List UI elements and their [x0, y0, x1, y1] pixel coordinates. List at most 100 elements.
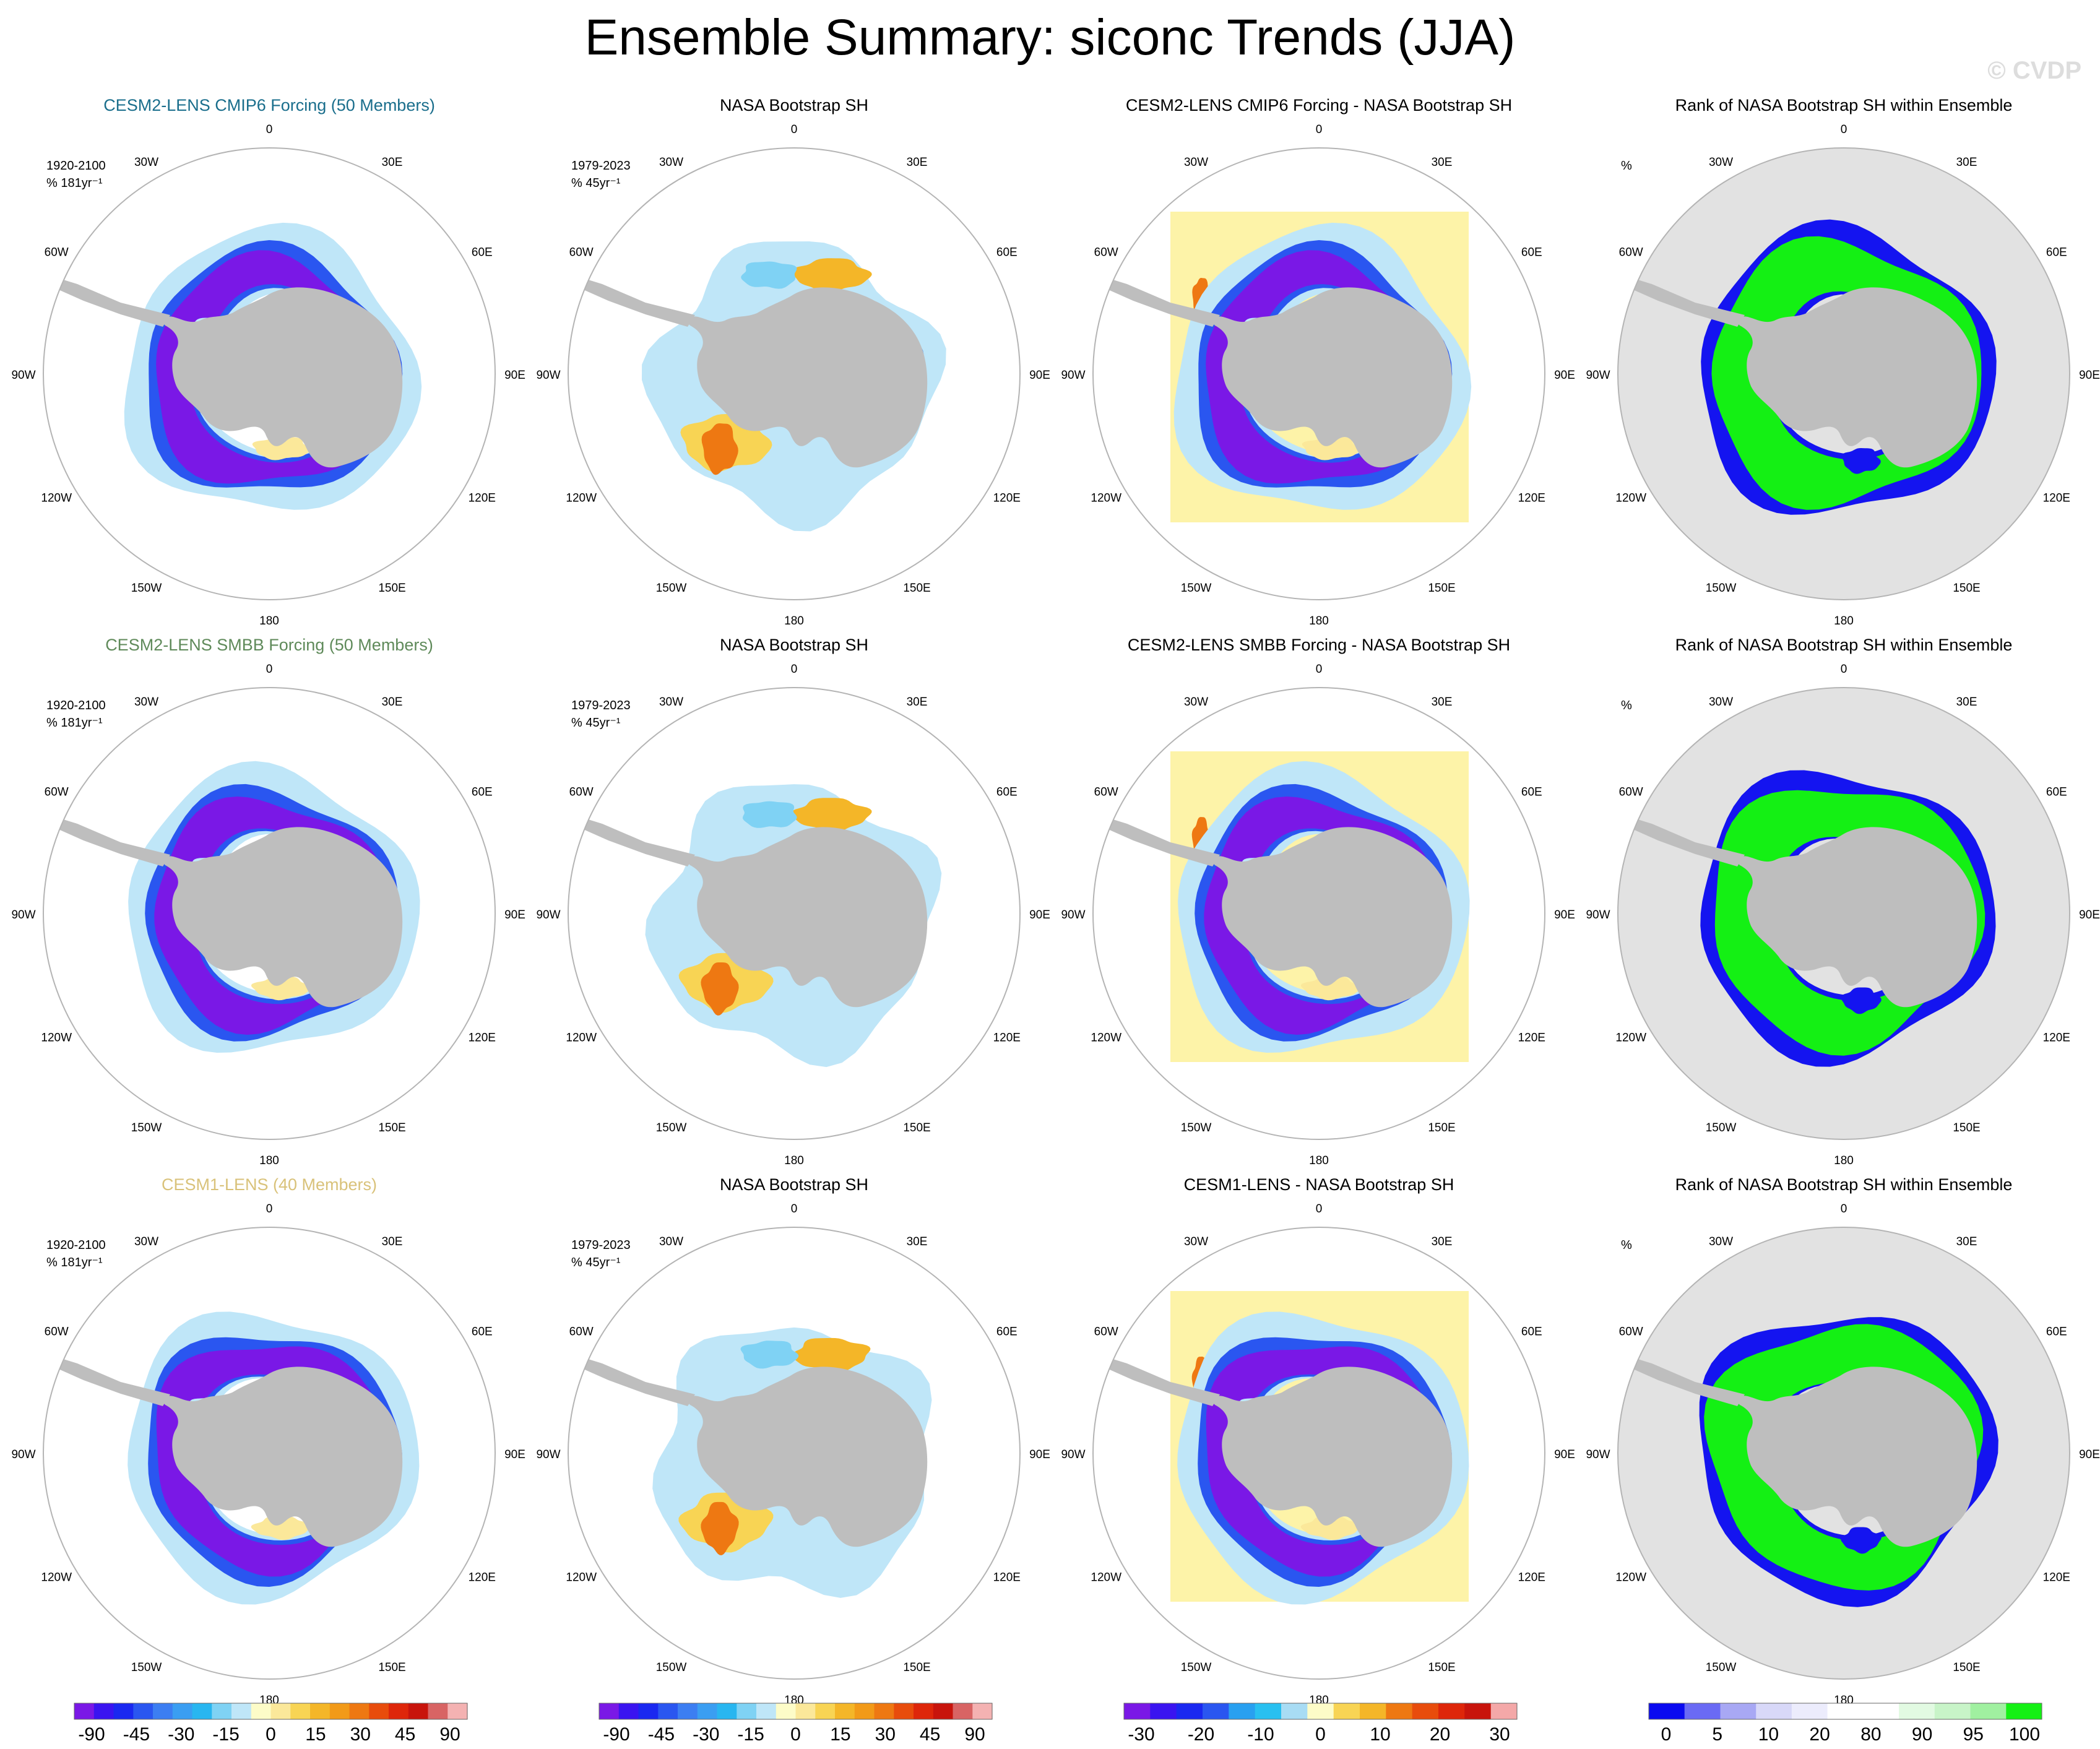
longitude-label: 0 [1841, 1203, 1847, 1216]
longitude-label: 0 [1841, 123, 1847, 136]
longitude-label: 180 [1309, 615, 1329, 628]
south-america-tip [576, 276, 695, 327]
panel-info: % [1621, 1238, 1632, 1252]
colorbar-swatch [914, 1703, 934, 1719]
longitude-label: 60E [996, 786, 1018, 799]
rank-colorbar: 0 5 10 20 80 90 95 100 [1648, 1703, 2042, 1745]
map-panel: CESM2-LENS CMIP6 Forcing (50 Members) 0 30… [11, 96, 525, 628]
longitude-label: 0 [1316, 663, 1323, 676]
colorbar-swatch [270, 1703, 291, 1719]
map-layer [1618, 1227, 2070, 1679]
longitude-label: 60E [472, 786, 493, 799]
colorbar-swatch [192, 1703, 212, 1719]
colorbar-swatch [1827, 1703, 1864, 1719]
longitude-label: 30E [907, 1235, 928, 1248]
longitude-label: 90W [1061, 909, 1085, 922]
longitude-label: 90W [11, 909, 35, 922]
panel-title: CESM2-LENS SMBB Forcing (50 Members) [105, 636, 433, 654]
colorbar-swatch [113, 1703, 134, 1719]
colorbar-swatch [618, 1703, 639, 1719]
panel-title: CESM1-LENS (40 Members) [162, 1175, 377, 1194]
colorbar-swatch [1307, 1703, 1334, 1719]
longitude-label: 90E [504, 369, 525, 382]
panel-title: Rank of NASA Bootstrap SH within Ensembl… [1675, 96, 2013, 114]
colorbar-tick-label: 90 [964, 1724, 985, 1745]
longitude-label: 90W [536, 909, 560, 922]
panel-info: % [1621, 699, 1632, 712]
longitude-label: 60E [2046, 1326, 2067, 1339]
colorbar-tick-label: -15 [737, 1724, 764, 1745]
longitude-label: 150W [1181, 1121, 1212, 1134]
longitude-label: 120E [1518, 492, 1545, 505]
colorbar-frame [1123, 1703, 1518, 1720]
panel-info: 1920-2100 [46, 1238, 106, 1252]
obs-cool-patch [740, 1341, 799, 1369]
colorbar-tick-label: 90 [439, 1724, 460, 1745]
colorbar-swatch [835, 1703, 855, 1719]
colorbar-swatch [447, 1703, 468, 1719]
longitude-label: 150E [903, 1121, 930, 1134]
map-panel: NASA Bootstrap SH 0 30E 60E 90E 120E 150E 180 15… [536, 636, 1050, 1167]
colorbar-swatch [1333, 1703, 1360, 1719]
panel-title: Rank of NASA Bootstrap SH within Ensembl… [1675, 1175, 2013, 1194]
longitude-label: 150E [1953, 1661, 1980, 1674]
longitude-label: 120E [993, 1571, 1021, 1584]
panel-info: 1979-2023 [571, 699, 631, 712]
longitude-label: 90W [1586, 1448, 1610, 1461]
map-layer [1101, 1291, 1485, 1671]
colorbar-swatch [1934, 1703, 1971, 1719]
panel-title: NASA Bootstrap SH [720, 96, 868, 114]
longitude-label: 30W [659, 156, 683, 169]
colorbar-swatch [133, 1703, 153, 1719]
colorbar-swatch [231, 1703, 252, 1719]
map-boundary [1617, 1227, 2070, 1680]
colorbar-swatch [1863, 1703, 1899, 1719]
longitude-label: 90W [1061, 369, 1085, 382]
colorbar-swatch [717, 1703, 737, 1719]
longitude-label: 180 [1834, 1154, 1854, 1167]
longitude-label: 120E [993, 1032, 1021, 1045]
colorbar-frame [74, 1703, 468, 1720]
colorbar-swatch [1386, 1703, 1413, 1719]
obs-warm-patch-north [790, 258, 872, 293]
map-boundary [568, 687, 1021, 1140]
longitude-label: 30W [134, 1235, 158, 1248]
longitude-label: 60E [1521, 786, 1542, 799]
colorbar-swatch [153, 1703, 173, 1719]
longitude-label: 0 [266, 663, 273, 676]
colorbar-tick-label: 20 [1430, 1724, 1450, 1745]
longitude-label: 90E [1029, 369, 1050, 382]
longitude-label: 120W [1091, 1032, 1121, 1045]
map-panel: Rank of NASA Bootstrap SH within Ensembl… [1586, 96, 2099, 628]
colorbar-tick-label: 5 [1712, 1724, 1722, 1745]
panel-title: CESM1-LENS - NASA Bootstrap SH [1184, 1175, 1454, 1194]
map-panel: CESM1-LENS (40 Members) 0 30E 60E 90E 120E 150… [11, 1175, 525, 1707]
colorbar-tick-label: 0 [1661, 1724, 1672, 1745]
colorbar-tick-label: -30 [1128, 1724, 1154, 1745]
longitude-label: 150E [1428, 1121, 1455, 1134]
longitude-label: 90E [2079, 369, 2100, 382]
colorbar-swatch [894, 1703, 914, 1719]
longitude-label: 150E [378, 1121, 405, 1134]
colorbar-tick-label: 0 [790, 1724, 801, 1745]
map-layer [1101, 751, 1485, 1131]
colorbar-tick-label: 90 [1912, 1724, 1932, 1745]
longitude-label: 90E [2079, 909, 2100, 922]
colorbar-swatch [2006, 1703, 2042, 1719]
longitude-label: 60W [45, 786, 69, 799]
colorbar-tick-label: -45 [648, 1724, 675, 1745]
map-boundary [1617, 147, 2070, 600]
longitude-label: 60E [996, 246, 1018, 259]
longitude-label: 60E [472, 1326, 493, 1339]
colorbar-tick-label: -10 [1247, 1724, 1274, 1745]
map-layer [1618, 148, 2070, 600]
longitude-label: 90W [536, 1448, 560, 1461]
longitude-label: 90E [504, 1448, 525, 1461]
map-boundary [1092, 147, 1545, 600]
panel-info: % 45yr⁻¹ [571, 716, 621, 730]
rank-low-patch [1841, 448, 1881, 474]
colorbar-tick-label: 10 [1370, 1724, 1390, 1745]
rank-low-patch [1841, 987, 1882, 1014]
longitude-label: 60E [1521, 246, 1542, 259]
colorbar-swatch [369, 1703, 389, 1719]
